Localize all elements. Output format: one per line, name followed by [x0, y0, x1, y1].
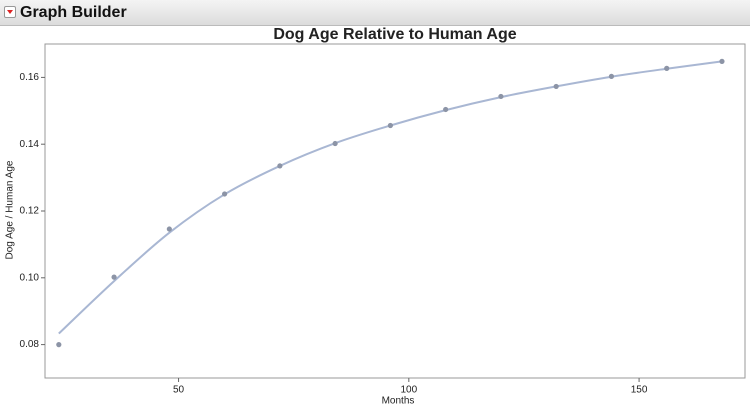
data-point	[387, 122, 393, 129]
header-title: Graph Builder	[20, 4, 127, 21]
y-tick-label: 0.10	[20, 272, 40, 283]
x-tick-label: 100	[400, 385, 417, 396]
x-tick-label: 150	[631, 385, 648, 396]
y-tick-label: 0.12	[20, 206, 40, 217]
data-point	[443, 106, 449, 113]
data-point	[332, 140, 338, 147]
data-point	[277, 163, 283, 169]
data-point	[56, 342, 62, 348]
data-point	[664, 65, 670, 71]
x-axis-label: Months	[382, 396, 415, 407]
menu-triangle[interactable]	[4, 6, 16, 18]
data-point	[608, 73, 615, 79]
smoother-line	[58, 60, 723, 335]
y-axis-label: Dog Age / Human Age	[5, 160, 16, 259]
y-tick-label: 0.08	[20, 339, 40, 350]
data-point	[222, 191, 228, 197]
x-tick-label: 50	[173, 385, 185, 396]
data-point	[719, 58, 725, 64]
data-point	[111, 274, 117, 280]
header-bar: Graph Builder	[0, 0, 750, 26]
data-point	[166, 226, 172, 232]
plot-frame	[44, 43, 746, 379]
y-tick-label: 0.14	[20, 139, 40, 150]
y-tick-label: 0.16	[20, 72, 40, 83]
chart-title: Dog Age Relative to Human Age	[273, 26, 516, 43]
data-point	[553, 83, 559, 90]
data-point	[498, 93, 504, 100]
